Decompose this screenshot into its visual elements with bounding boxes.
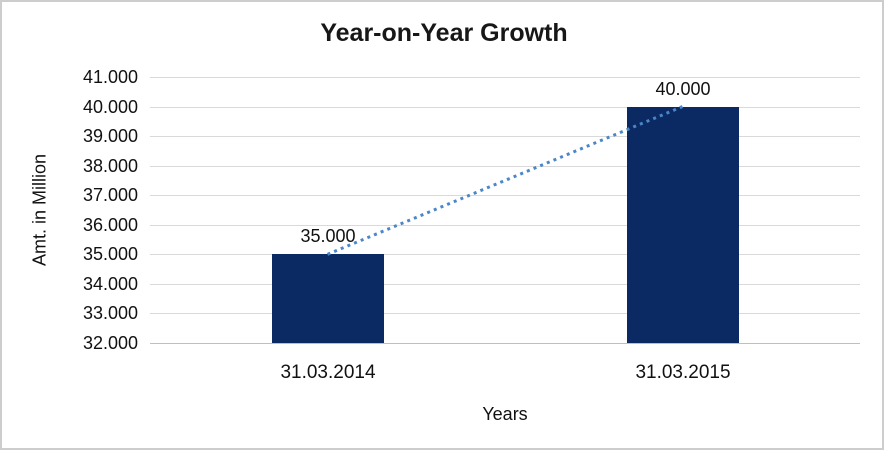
gridline [150,107,860,108]
x-axis-title: Years [482,404,528,424]
y-tick-label: 36.000 [82,215,138,235]
gridline [150,77,860,78]
y-tick-label: 33.000 [82,303,138,323]
y-tick-label: 37.000 [82,185,138,205]
gridline [150,313,860,314]
bar-data-label: 35.000 [300,226,356,246]
gridline [150,195,860,196]
y-tick-label: 38.000 [82,156,138,176]
gridline [150,284,860,285]
bar-31.03.2014 [272,254,384,343]
y-tick-label: 40.000 [82,97,138,117]
y-tick-label: 34.000 [82,274,138,294]
gridline [150,254,860,255]
x-category-label: 31.03.2014 [280,362,376,383]
y-tick-label: 41.000 [82,67,138,87]
gridline [150,225,860,226]
y-tick-label: 32.000 [82,333,138,353]
bar-31.03.2015 [627,107,739,343]
x-axis-line [150,343,860,344]
bar-data-label: 40.000 [655,79,711,99]
x-category-label: 31.03.2015 [635,362,731,383]
chart-title: Year-on-Year Growth [320,19,568,47]
gridline [150,136,860,137]
y-tick-label: 39.000 [82,126,138,146]
y-tick-label: 35.000 [82,244,138,264]
gridline [150,166,860,167]
